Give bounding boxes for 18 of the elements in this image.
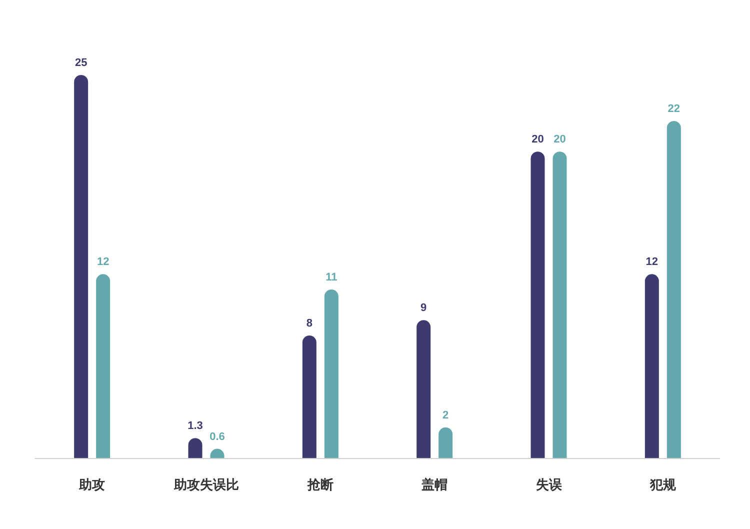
data-label: 20 [554, 134, 566, 146]
data-label: 25 [74, 57, 88, 69]
data-label: 9 [420, 302, 427, 314]
x-tick-label: 盖帽 [422, 477, 448, 493]
x-tick-label: 失误 [536, 478, 563, 493]
x-tick-label: 助攻 [78, 478, 106, 493]
data-label: 0.6 [210, 430, 225, 443]
x-tick-label: 抢断 [306, 478, 334, 493]
data-label: 22 [668, 102, 680, 115]
data-label: 1.3 [188, 420, 203, 432]
data-label: 8 [306, 317, 312, 330]
data-label: 2 [442, 409, 449, 422]
data-label: 12 [646, 256, 658, 268]
data-label: 20 [532, 134, 544, 146]
data-label: 11 [326, 271, 338, 284]
data-label: 12 [96, 256, 110, 268]
x-tick-label: 犯规 [648, 478, 677, 493]
x-tick-label: 助攻失误比 [172, 478, 239, 493]
